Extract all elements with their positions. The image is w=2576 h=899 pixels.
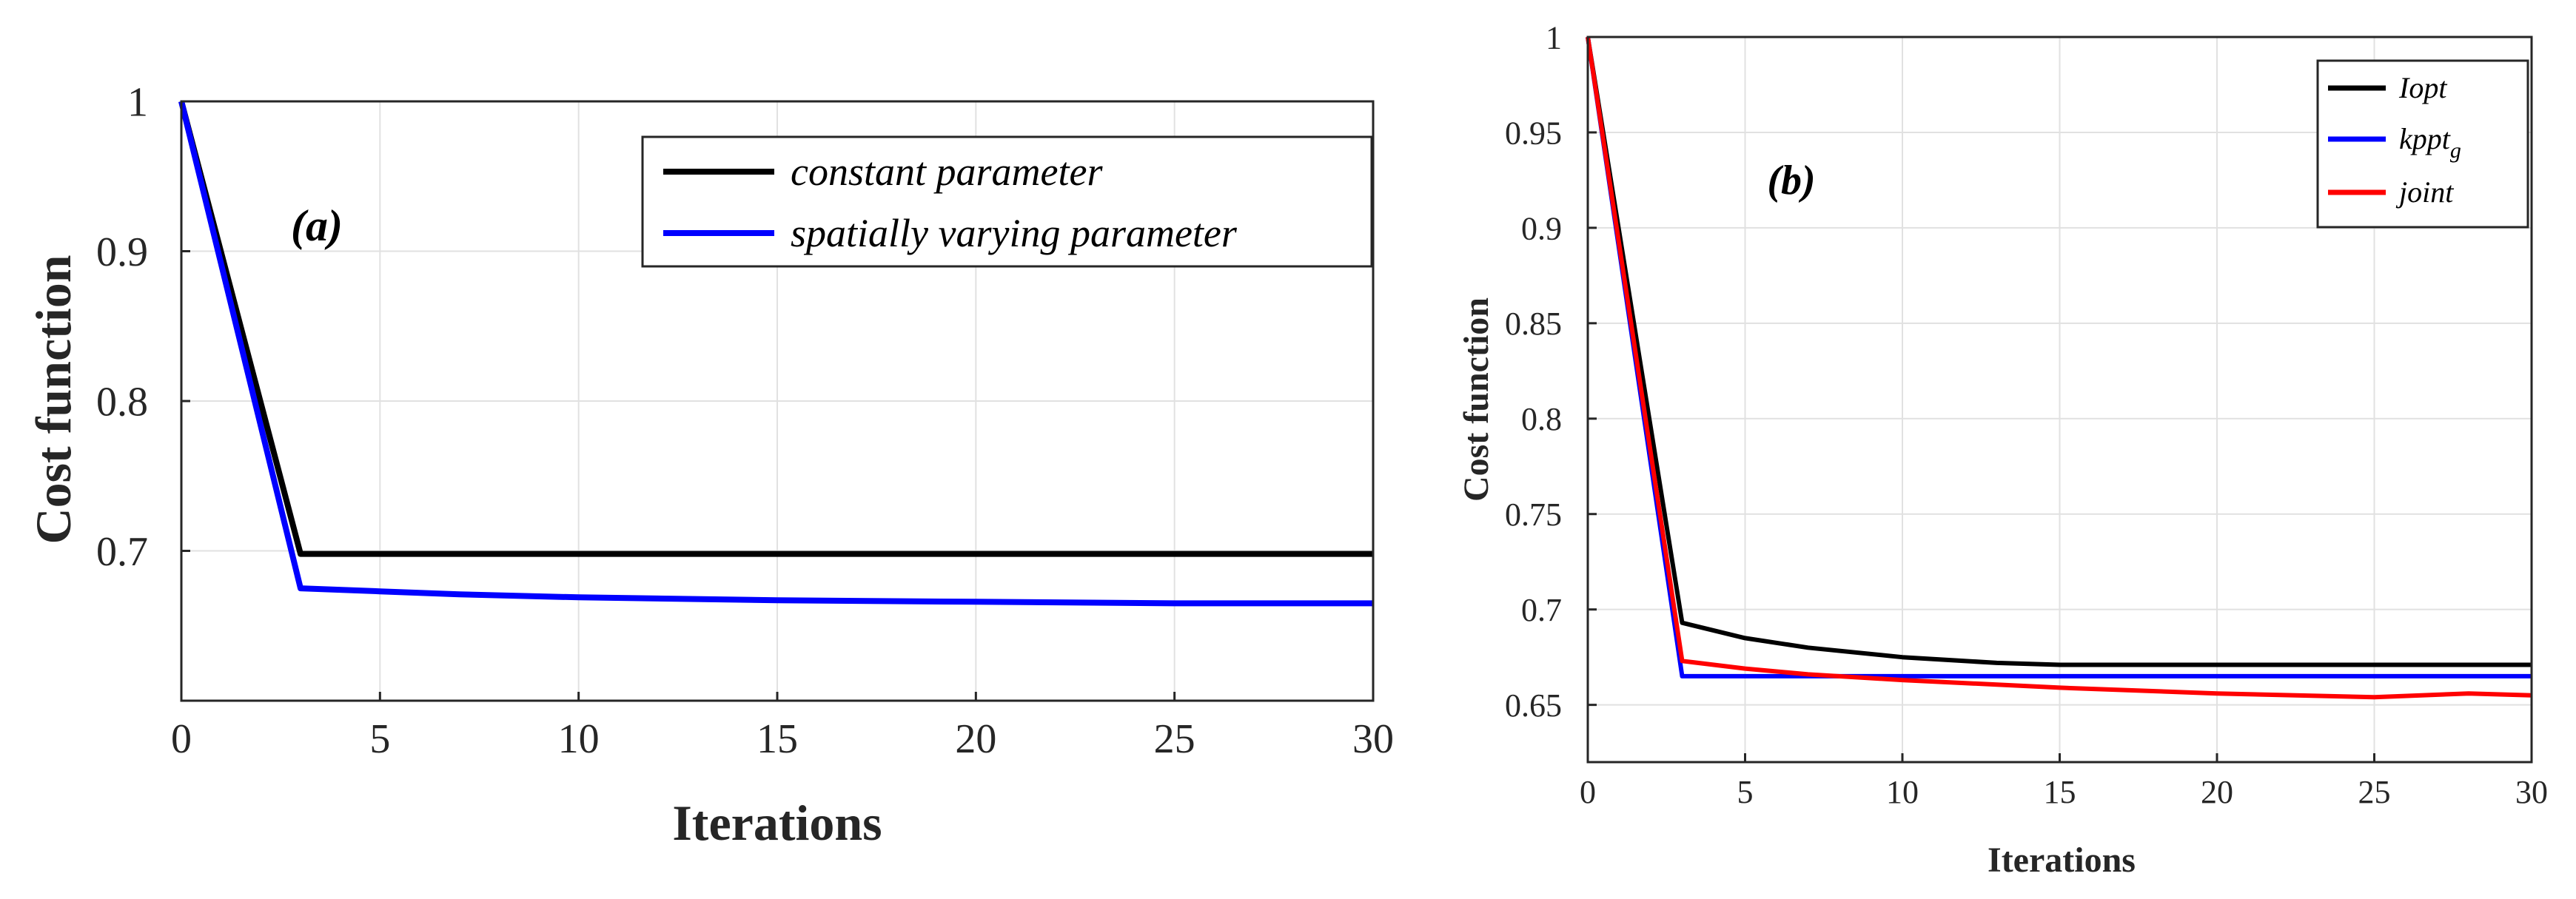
legend-entry: Iopt: [2398, 71, 2447, 104]
x-tick-label: 5: [1737, 774, 1754, 810]
x-axis-label: Iterations: [672, 795, 882, 851]
x-tick-label: 0: [1580, 774, 1596, 810]
x-tick-label: 10: [1886, 774, 1919, 810]
legend-entry: kpptg: [2399, 122, 2461, 163]
x-tick-label: 20: [955, 716, 996, 762]
panel-label: (a): [291, 201, 343, 250]
y-tick-label: 0.8: [1521, 401, 1562, 437]
y-tick-label: 1: [127, 80, 148, 126]
y-tick-label: 0.85: [1505, 306, 1562, 342]
y-tick-label: 0.9: [96, 229, 148, 275]
x-tick-label: 25: [2358, 774, 2391, 810]
y-tick-label: 0.8: [96, 380, 148, 425]
series-line-kppt: [1586, 36, 2532, 679]
series-line-joint: [1586, 36, 2532, 700]
x-tick-label: 15: [2044, 774, 2076, 810]
chart-panel-b: 0 5 10 15 20 25 30 0.65 0.7 0.75 0.8 0.85 0.9 0.95 1 It…: [1457, 19, 2548, 880]
legend: constant parameter spatially varying para…: [641, 135, 1373, 268]
panel-label: (b): [1767, 158, 1815, 203]
legend-entry: constant parameter: [791, 149, 1103, 194]
y-axis-label: Cost function: [25, 255, 81, 544]
legend-box: [641, 135, 1373, 268]
series-line-iopt: [1586, 36, 2532, 667]
y-tick-label: 0.9: [1521, 210, 1562, 246]
legend: Iopt kpptg joint: [2316, 59, 2529, 229]
y-tick-label: 0.75: [1505, 496, 1562, 533]
x-tick-label: 20: [2201, 774, 2233, 810]
legend-entry: joint: [2395, 175, 2454, 209]
x-tick-label: 5: [369, 716, 390, 762]
x-axis-label: Iterations: [1988, 841, 2136, 880]
x-tick-label: 25: [1154, 716, 1195, 762]
x-tick-label: 30: [2515, 774, 2548, 810]
x-tick-label: 15: [757, 716, 798, 762]
y-axis-label: Cost function: [1457, 297, 1496, 502]
legend-entry: spatially varying parameter: [791, 211, 1238, 255]
x-tick-label: 0: [171, 716, 192, 762]
series-line-spatially-varying-parameter: [178, 101, 1373, 607]
x-tick-label: 30: [1352, 716, 1394, 762]
y-tick-label: 0.7: [96, 529, 148, 575]
series-line-constant-parameter: [178, 100, 1373, 557]
y-tick-label: 0.7: [1521, 592, 1562, 628]
y-tick-label: 0.65: [1505, 687, 1562, 724]
y-tick-label: 0.95: [1505, 115, 1562, 151]
chart-panel-a: 0 5 10 15 20 25 30 0.7 0.8 0.9 1 Iterations Cost fun…: [25, 80, 1394, 851]
y-tick-label: 1: [1546, 19, 1562, 55]
x-tick-label: 10: [558, 716, 600, 762]
